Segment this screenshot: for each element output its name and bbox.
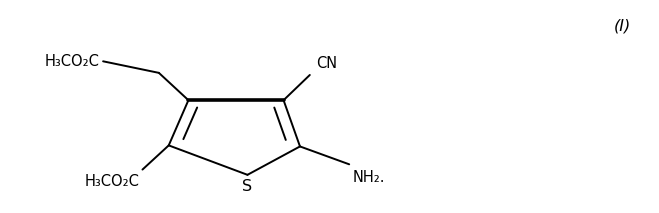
Text: S: S: [243, 179, 252, 194]
Text: H₃CO₂C: H₃CO₂C: [84, 174, 139, 189]
Text: (I): (I): [614, 18, 631, 33]
Text: H₃CO₂C: H₃CO₂C: [45, 54, 100, 69]
Text: CN: CN: [316, 56, 337, 71]
Text: NH₂.: NH₂.: [353, 170, 385, 185]
